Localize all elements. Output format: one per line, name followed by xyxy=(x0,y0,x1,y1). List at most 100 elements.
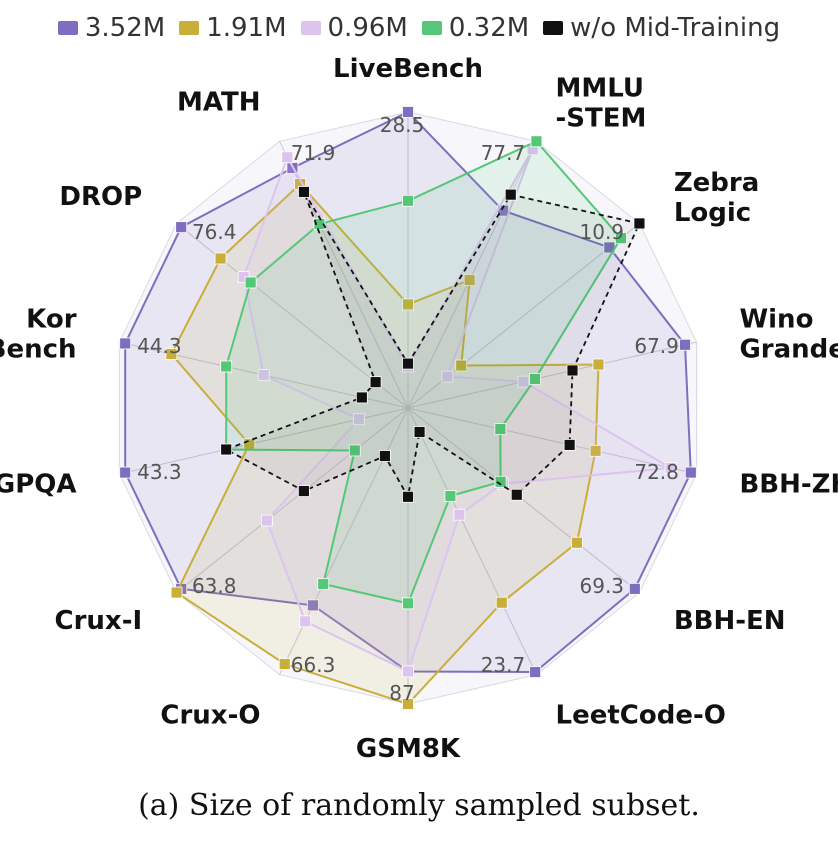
chart-caption: (a) Size of randomly sampled subset. xyxy=(138,788,700,823)
point-0-32m-6 xyxy=(444,490,457,502)
point-1-91m-2 xyxy=(455,359,468,372)
legend-label-1-91m: 1.91M xyxy=(206,13,287,43)
legend-swatch-3-52m xyxy=(57,21,78,35)
point-0-32m-5 xyxy=(494,475,507,488)
point-1-91m-6 xyxy=(495,596,508,609)
axis-max-label-5: 69.3 xyxy=(580,574,625,598)
point-0-96m-13 xyxy=(281,151,294,164)
axis-max-label-6: 23.7 xyxy=(481,653,526,677)
grid-spoke xyxy=(407,407,697,475)
point-w-o-mid-training-0 xyxy=(402,357,414,370)
legend: 3.52M 1.91M 0.96M 0.32M w/o Mid-Training xyxy=(0,8,838,48)
axis-label-4: BBH-ZH xyxy=(739,470,838,500)
point-1-91m-11 xyxy=(165,348,178,360)
point-w-o-mid-training-12 xyxy=(369,376,382,389)
point-1-91m-4 xyxy=(589,444,602,457)
point-1-91m-7 xyxy=(402,698,414,710)
point-3-52m-4 xyxy=(684,466,697,479)
point-0-32m-4 xyxy=(494,423,507,435)
axis-max-label-7: 87 xyxy=(389,681,414,705)
point-w-o-mid-training-10 xyxy=(220,443,233,456)
axis-label-8: Crux-O xyxy=(160,700,260,730)
point-0-32m-1 xyxy=(530,135,543,148)
legend-item-3-52m: 3.52M xyxy=(57,13,166,43)
axis-max-label-3: 67.9 xyxy=(634,334,679,358)
point-0-32m-3 xyxy=(529,373,541,385)
legend-swatch-0-96m xyxy=(300,21,321,35)
axis-label-12: DROP xyxy=(59,182,142,212)
legend-swatch-w-o-mid-training xyxy=(543,21,564,35)
axis-max-label-10: 43.3 xyxy=(137,460,182,484)
legend-item-0-96m: 0.96M xyxy=(300,13,408,43)
axis-label-13: MATH xyxy=(177,88,260,118)
point-1-91m-5 xyxy=(571,536,583,549)
point-w-o-mid-training-4 xyxy=(563,438,576,451)
point-w-o-mid-training-5 xyxy=(510,488,523,501)
axis-max-label-11: 44.3 xyxy=(137,334,182,358)
point-0-96m-6 xyxy=(453,508,466,521)
legend-label-w-o-mid-training: w/o Mid-Training xyxy=(570,13,781,43)
point-3-52m-12 xyxy=(175,221,188,234)
point-1-91m-12 xyxy=(214,252,227,265)
point-0-96m-11 xyxy=(257,369,270,381)
axis-max-label-1: 77.7 xyxy=(481,141,526,165)
point-1-91m-9 xyxy=(170,586,183,599)
point-0-96m-2 xyxy=(441,370,454,383)
axis-label-0: LiveBench xyxy=(333,54,483,84)
axis-max-label-8: 66.3 xyxy=(291,653,336,677)
point-0-96m-9 xyxy=(260,514,273,527)
point-w-o-mid-training-8 xyxy=(378,450,391,462)
legend-label-0-96m: 0.96M xyxy=(327,13,408,43)
point-1-91m-3 xyxy=(592,358,605,371)
point-0-32m-7 xyxy=(402,597,414,610)
point-3-52m-3 xyxy=(679,338,691,351)
axis-label-11: KorBench xyxy=(0,304,77,364)
point-0-32m-8 xyxy=(317,578,330,590)
point-w-o-mid-training-7 xyxy=(402,490,414,503)
axis-label-2: Zebra Logic xyxy=(674,168,759,228)
grid-spoke xyxy=(407,407,537,675)
axis-max-label-13: 71.9 xyxy=(291,141,336,165)
axis-label-1: MMLU -STEM xyxy=(556,74,647,134)
point-0-96m-3 xyxy=(517,375,530,388)
point-3-52m-6 xyxy=(529,666,542,678)
axis-label-10: GPQA xyxy=(0,470,77,500)
axis-label-3: Wino Grande xyxy=(739,304,838,364)
grid-spoke xyxy=(407,407,640,593)
point-0-32m-11 xyxy=(220,360,233,373)
point-1-91m-1 xyxy=(463,274,476,286)
legend-swatch-0-32m xyxy=(421,21,442,35)
grid-spoke xyxy=(407,341,697,409)
point-3-52m-10 xyxy=(119,466,132,479)
axis-label-6: LeetCode-O xyxy=(556,700,726,730)
point-3-52m-11 xyxy=(119,337,132,350)
axis-max-label-2: 10.9 xyxy=(580,220,625,244)
axis-max-label-9: 63.8 xyxy=(192,574,237,598)
legend-label-0-32m: 0.32M xyxy=(448,13,530,43)
point-3-52m-0 xyxy=(402,106,414,118)
point-0-32m-12 xyxy=(244,276,257,289)
axis-label-7: GSM8K xyxy=(356,734,461,764)
axis-label-9: Crux-I xyxy=(55,606,143,636)
point-0-96m-10 xyxy=(353,413,365,426)
point-w-o-mid-training-3 xyxy=(566,364,579,377)
axis-max-label-0: 28.5 xyxy=(380,113,425,137)
legend-item-0-32m: 0.32M xyxy=(421,13,530,43)
point-1-91m-0 xyxy=(402,298,414,311)
legend-item-w-o-mid-training: w/o Mid-Training xyxy=(543,13,780,43)
point-1-91m-8 xyxy=(278,658,291,670)
point-3-52m-8 xyxy=(307,599,319,612)
legend-item-1-91m: 1.91M xyxy=(179,13,287,43)
axis-label-5: BBH-EN xyxy=(674,606,786,636)
point-0-32m-2 xyxy=(615,232,627,245)
point-w-o-mid-training-11 xyxy=(355,391,368,404)
point-w-o-mid-training-13 xyxy=(298,186,310,198)
point-w-o-mid-training-1 xyxy=(504,188,517,201)
legend-swatch-1-91m xyxy=(179,21,200,35)
point-w-o-mid-training-2 xyxy=(633,217,646,230)
point-0-32m-0 xyxy=(402,194,414,207)
point-0-96m-7 xyxy=(402,665,414,678)
point-w-o-mid-training-6 xyxy=(413,426,426,438)
legend-label-3-52m: 3.52M xyxy=(84,13,166,43)
